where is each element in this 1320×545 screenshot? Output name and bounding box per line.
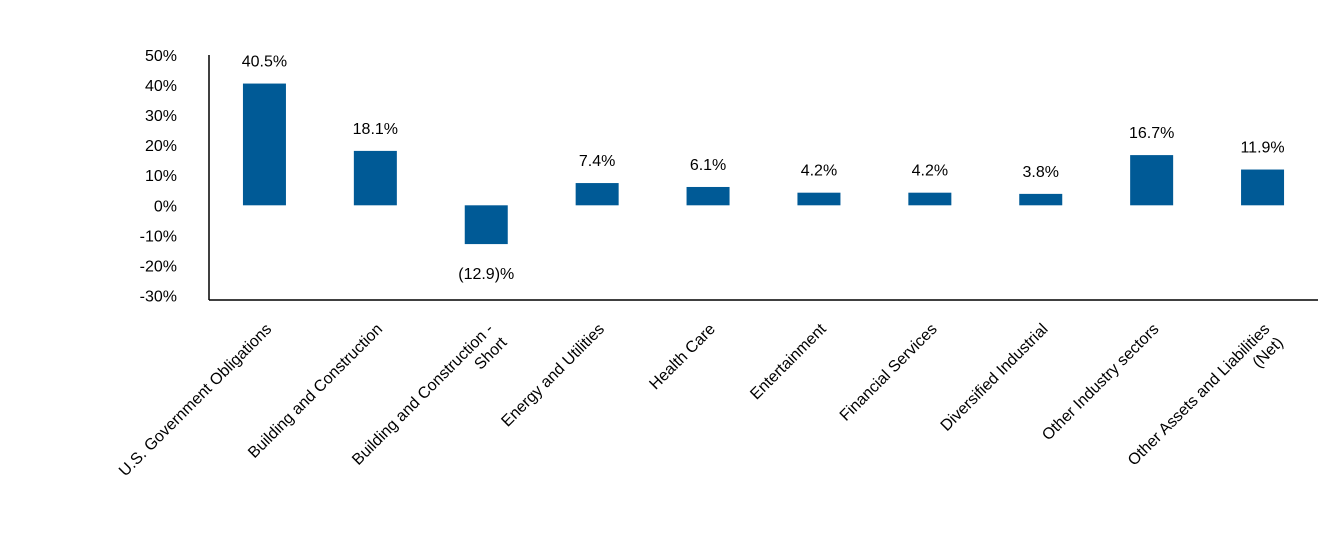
- data-label: 16.7%: [1129, 125, 1174, 142]
- bar: [1019, 193, 1063, 206]
- data-label: 11.9%: [1240, 140, 1284, 157]
- bar: [686, 186, 730, 206]
- data-label: (12.9)%: [458, 266, 514, 283]
- bar: [575, 183, 619, 206]
- bar: [242, 83, 286, 206]
- x-tick-label: Energy and Utilities: [498, 321, 607, 430]
- y-tick-label: 50%: [145, 48, 177, 65]
- y-tick-label: -10%: [140, 228, 177, 245]
- x-tick-label-line: Other Industry sectors: [1039, 321, 1162, 444]
- data-label: 4.2%: [801, 163, 837, 180]
- bar: [1130, 155, 1174, 206]
- x-tick-label-line: Financial Services: [837, 321, 941, 425]
- bar: [1241, 169, 1285, 206]
- bar: [908, 192, 952, 206]
- x-tick-label: Health Care: [646, 321, 718, 393]
- x-tick-label-line: Health Care: [646, 321, 718, 393]
- y-tick-label: 40%: [145, 78, 177, 95]
- data-label: 18.1%: [353, 121, 398, 138]
- data-label: 3.8%: [1023, 164, 1059, 181]
- x-tick-label-line: Energy and Utilities: [498, 321, 607, 430]
- bar: [797, 192, 841, 206]
- x-tick-label: Entertainment: [747, 320, 830, 403]
- y-tick-label: 20%: [145, 138, 177, 155]
- y-tick-label: -30%: [140, 288, 177, 305]
- x-tick-label-line: Entertainment: [747, 320, 830, 403]
- y-tick-label: -20%: [140, 258, 177, 275]
- y-tick-label: 10%: [145, 168, 177, 185]
- data-label: 4.2%: [912, 163, 948, 180]
- data-label: 40.5%: [242, 54, 287, 71]
- x-tick-label-line: Diversified Industrial: [938, 321, 1052, 435]
- x-tick-label: Financial Services: [837, 321, 941, 425]
- bar: [464, 205, 508, 245]
- data-label: 7.4%: [579, 153, 615, 170]
- x-tick-label: Other Industry sectors: [1039, 321, 1162, 444]
- y-tick-label: 30%: [145, 108, 177, 125]
- data-label: 6.1%: [690, 157, 726, 174]
- x-tick-label: Diversified Industrial: [938, 321, 1052, 435]
- bar: [353, 150, 397, 206]
- y-tick-label: 0%: [154, 198, 177, 215]
